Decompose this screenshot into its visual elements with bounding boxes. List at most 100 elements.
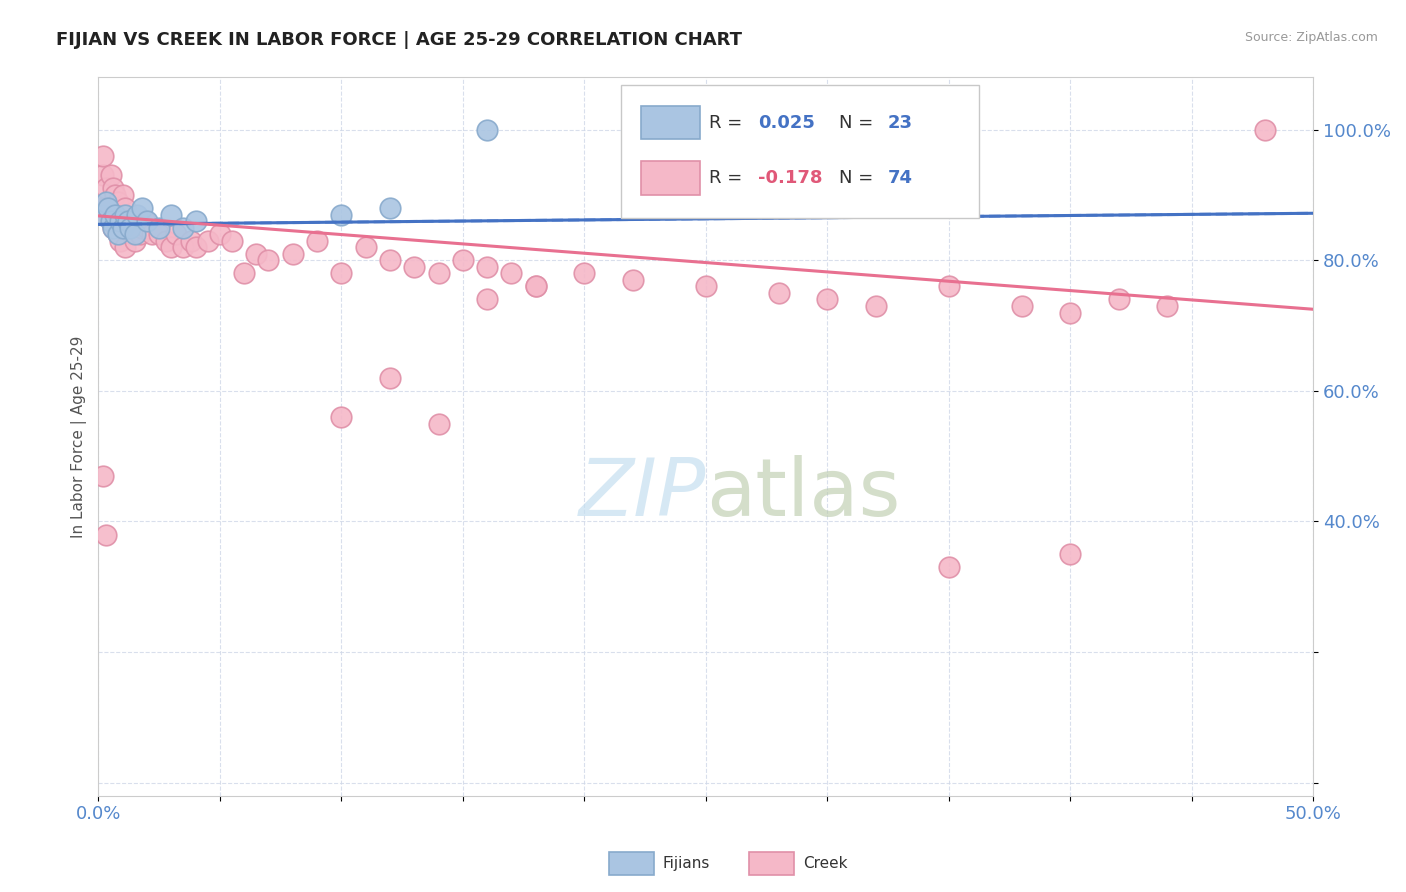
Point [208, 227, 231, 242]
Point [110, 214, 132, 228]
Point [91, 208, 114, 222]
Point [114, 240, 136, 254]
Point [128, 227, 150, 242]
Point [305, 234, 328, 248]
Point [404, 260, 426, 274]
Point [100, 214, 122, 228]
Point [94, 527, 117, 541]
Point [117, 214, 139, 228]
Text: -0.178: -0.178 [758, 169, 823, 187]
Point [621, 273, 644, 287]
Point [148, 227, 170, 242]
Text: Fijians: Fijians [662, 856, 710, 871]
Text: Source: ZipAtlas.com: Source: ZipAtlas.com [1244, 31, 1378, 45]
Point [110, 234, 132, 248]
FancyBboxPatch shape [609, 852, 654, 875]
Point [165, 227, 187, 242]
Point [1011, 299, 1033, 313]
Point [184, 240, 207, 254]
Point [91, 149, 114, 163]
Point [865, 299, 887, 313]
Point [768, 285, 790, 300]
Point [110, 208, 132, 222]
Point [427, 417, 450, 431]
Text: Creek: Creek [803, 856, 848, 871]
Point [475, 122, 498, 136]
Point [118, 220, 141, 235]
Point [136, 220, 159, 235]
Point [104, 188, 127, 202]
Point [136, 214, 159, 228]
Point [233, 266, 256, 280]
Point [101, 181, 124, 195]
Point [257, 253, 280, 268]
Point [131, 220, 153, 235]
Point [378, 201, 401, 215]
Point [101, 220, 124, 235]
Point [695, 279, 717, 293]
Point [354, 240, 377, 254]
Point [127, 214, 149, 228]
FancyBboxPatch shape [641, 161, 700, 194]
Point [524, 279, 547, 293]
Point [281, 246, 304, 260]
Point [104, 214, 127, 228]
Point [97, 201, 120, 215]
Text: ZIP: ZIP [578, 455, 706, 533]
Point [160, 240, 183, 254]
Point [1156, 299, 1178, 313]
Point [427, 266, 450, 280]
Text: FIJIAN VS CREEK IN LABOR FORCE | AGE 25-29 CORRELATION CHART: FIJIAN VS CREEK IN LABOR FORCE | AGE 25-… [56, 31, 742, 49]
Point [1253, 122, 1275, 136]
Point [141, 227, 163, 242]
Point [114, 201, 136, 215]
Point [104, 208, 127, 222]
Y-axis label: In Labor Force | Age 25-29: In Labor Force | Age 25-29 [72, 335, 87, 538]
Point [938, 560, 960, 574]
Point [160, 208, 183, 222]
Point [172, 240, 194, 254]
Point [475, 293, 498, 307]
Point [91, 169, 114, 183]
Point [131, 201, 153, 215]
Point [221, 234, 243, 248]
FancyBboxPatch shape [641, 106, 700, 139]
Point [107, 227, 129, 242]
Point [938, 279, 960, 293]
Point [114, 208, 136, 222]
Point [378, 371, 401, 385]
Point [101, 220, 124, 235]
Point [172, 220, 194, 235]
Point [117, 214, 139, 228]
Point [111, 220, 134, 235]
Point [197, 234, 219, 248]
Point [124, 227, 146, 242]
Point [330, 208, 353, 222]
FancyBboxPatch shape [749, 852, 794, 875]
Point [107, 194, 129, 209]
Point [94, 194, 117, 209]
Point [121, 227, 143, 242]
Point [148, 220, 170, 235]
Point [127, 208, 149, 222]
Point [1108, 293, 1130, 307]
Point [100, 169, 122, 183]
Text: 0.025: 0.025 [758, 113, 815, 132]
Point [378, 253, 401, 268]
Point [330, 266, 353, 280]
Text: N =: N = [839, 169, 880, 187]
Point [574, 266, 596, 280]
Point [90, 201, 112, 215]
Point [184, 214, 207, 228]
Point [524, 279, 547, 293]
Point [475, 260, 498, 274]
Point [815, 293, 838, 307]
Point [111, 220, 134, 235]
Point [501, 266, 523, 280]
Point [100, 214, 122, 228]
Point [451, 253, 474, 268]
Point [118, 220, 141, 235]
Point [1059, 547, 1081, 561]
Point [124, 234, 146, 248]
Text: R =: R = [710, 113, 748, 132]
